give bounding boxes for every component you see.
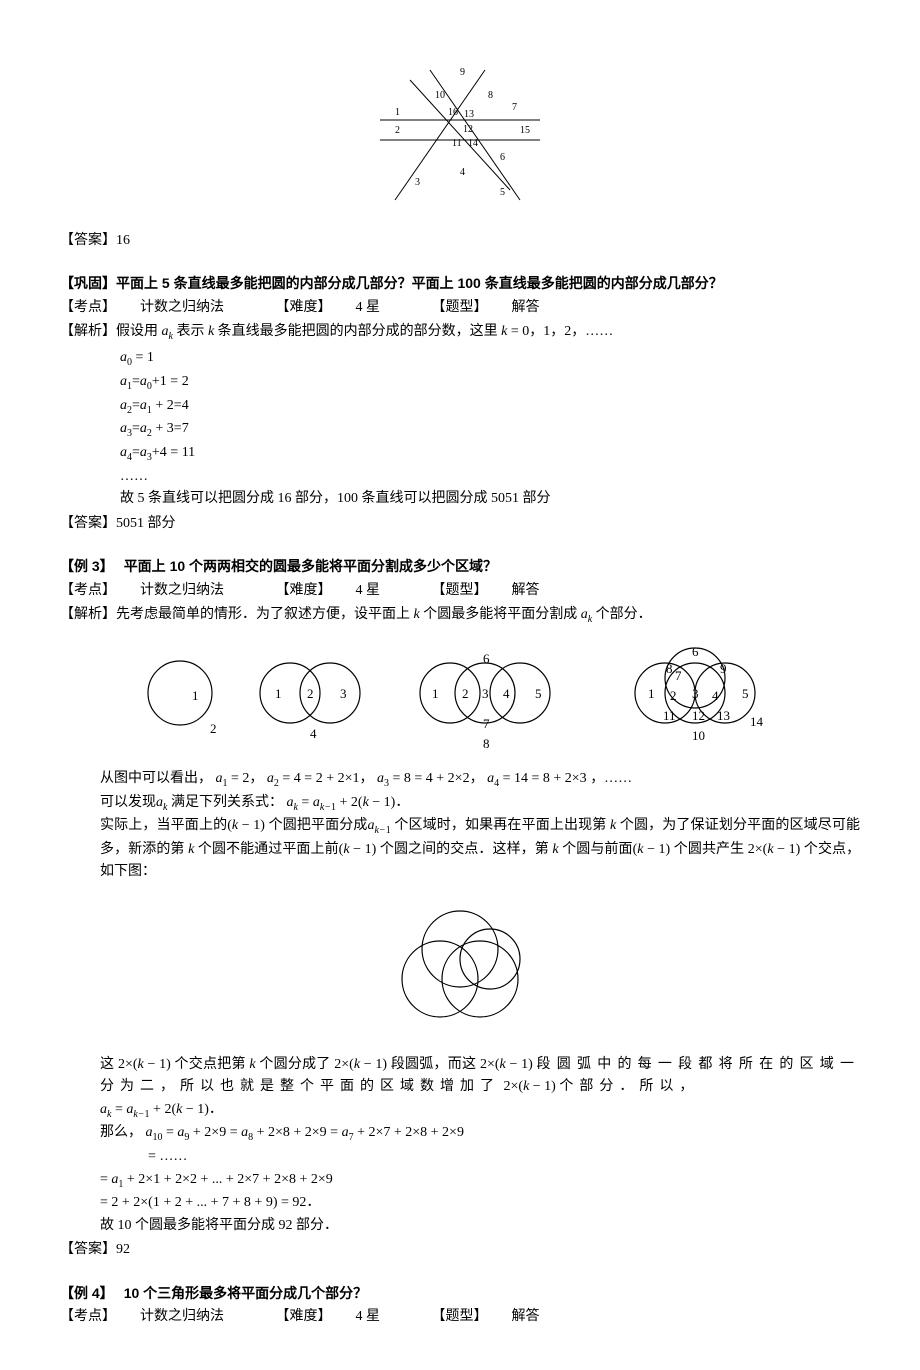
svg-text:2: 2 [670,688,677,703]
analysis-1: 【解析】 假设用 ak 表示 k 条直线最多能把圆的内部分成的部分数，这里 k … [60,321,860,345]
svg-text:6: 6 [483,651,490,666]
svg-text:1: 1 [432,686,439,701]
answer-tag: 【答案】 [60,230,116,252]
calc-4: = 2 + 2×(1 + 2 + ... + 7 + 8 + 9) = 92． [60,1192,860,1214]
svg-text:2: 2 [307,686,314,701]
svg-text:2: 2 [210,721,217,736]
meta-2: 【考点】计数之归纳法 【难度】4 星 【题型】解答 [60,580,860,602]
svg-text:16: 16 [448,107,458,118]
calc-2: = …… [60,1146,860,1168]
svg-text:4: 4 [503,686,510,701]
svg-text:2: 2 [395,125,400,136]
lines-diagram: 9 10 8 1 16 13 7 15 2 12 11 14 6 3 4 5 [60,60,860,220]
svg-text:7: 7 [512,102,517,113]
analysis-tag: 【解析】 [60,321,116,343]
svg-text:9: 9 [720,661,727,676]
svg-text:8: 8 [483,736,490,751]
svg-text:3: 3 [482,686,489,701]
eq-line-1: a1=a0+1 = 2 [60,371,860,395]
svg-text:13: 13 [464,109,474,120]
svg-text:10: 10 [435,90,445,101]
eq-line-4: a4=a3+4 = 11 [60,442,860,466]
svg-text:6: 6 [500,152,505,163]
svg-text:1: 1 [395,107,400,118]
meta-1: 【考点】计数之归纳法 【难度】4 星 【题型】解答 [60,297,860,319]
eq-line-3: a3=a2 + 3=7 [60,418,860,442]
svg-text:1: 1 [648,686,655,701]
svg-text:9: 9 [460,67,465,78]
svg-text:7: 7 [675,668,682,683]
problem-consolidate: 【巩固】 平面上 5 条直线最多能把圆的内部分成几部分？平面上 100 条直线最… [60,272,860,294]
eq-ak: ak = ak−1 + 2(k − 1)． [60,1099,860,1123]
overlap-circles-diagram [60,894,860,1044]
svg-text:7: 7 [483,716,490,731]
svg-text:12: 12 [463,124,473,135]
question-1: 平面上 5 条直线最多能把圆的内部分成几部分？平面上 100 条直线最多能把圆的… [116,272,723,294]
analysis-2: 【解析】 先考虑最简单的情形．为了叙述方便，设平面上 k 个圆最多能将平面分割成… [60,604,860,628]
circles-diagram: 12 1234 12345 678 12345 6897 1112131410 [60,638,860,758]
svg-text:14: 14 [750,714,764,729]
svg-text:15: 15 [520,125,530,136]
answer-3: 【答案】 92 [60,1239,860,1261]
eq-line-2: a2=a1 + 2=4 [60,395,860,419]
svg-text:1: 1 [192,688,199,703]
answer-value: 16 [116,230,130,252]
svg-text:3: 3 [692,686,699,701]
svg-text:12: 12 [692,708,705,723]
svg-text:5: 5 [742,686,749,701]
svg-text:3: 3 [340,686,347,701]
answer-1: 【答案】 16 [60,230,860,252]
calc-3: = a1 + 2×1 + 2×2 + ... + 2×7 + 2×8 + 2×9 [60,1169,860,1193]
then-line: 那么， a10 = a9 + 2×9 = a8 + 2×8 + 2×9 = a7… [60,1122,860,1146]
tag-consolidate: 【巩固】 [60,272,116,294]
svg-text:10: 10 [692,728,705,743]
svg-text:8: 8 [488,90,493,101]
svg-text:6: 6 [692,644,699,659]
eq-line-5: …… [60,466,860,488]
svg-text:4: 4 [310,726,317,741]
answer-2: 【答案】 5051 部分 [60,513,860,535]
svg-text:5: 5 [500,187,505,198]
svg-text:14: 14 [468,138,478,149]
svg-text:4: 4 [712,688,719,703]
observation: 从图中可以看出， a1 = 2， a2 = 4 = 2 + 2×1， a3 = … [60,768,860,792]
svg-text:5: 5 [535,686,542,701]
svg-text:8: 8 [666,661,673,676]
conclusion-1: 故 5 条直线可以把圆分成 16 部分，100 条直线可以把圆分成 5051 部… [60,488,860,510]
para-3: 这 2×(k − 1) 个交点把第 k 个圆分成了 2×(k − 1) 段圆弧，… [60,1054,860,1099]
svg-text:11: 11 [663,708,676,723]
svg-text:1: 1 [275,686,282,701]
svg-text:13: 13 [717,708,730,723]
eq-line-0: a0 = 1 [60,347,860,371]
para-2: 实际上，当平面上的(k − 1) 个圆把平面分成ak−1 个区域时，如果再在平面… [60,815,860,884]
conclusion-2: 故 10 个圆最多能将平面分成 92 部分． [60,1215,860,1237]
meta-3: 【考点】计数之归纳法 【难度】4 星 【题型】解答 [60,1306,860,1328]
example-3: 【例 3】 平面上 10 个两两相交的圆最多能将平面分割成多少个区域？ [60,555,860,577]
svg-text:2: 2 [462,686,469,701]
svg-text:4: 4 [460,167,465,178]
svg-text:3: 3 [415,177,420,188]
svg-text:11: 11 [452,138,462,149]
example-4: 【例 4】 10 个三角形最多将平面分成几个部分？ [60,1282,860,1304]
relation: 可以发现ak 满足下列关系式： ak = ak−1 + 2(k − 1)． [60,792,860,816]
